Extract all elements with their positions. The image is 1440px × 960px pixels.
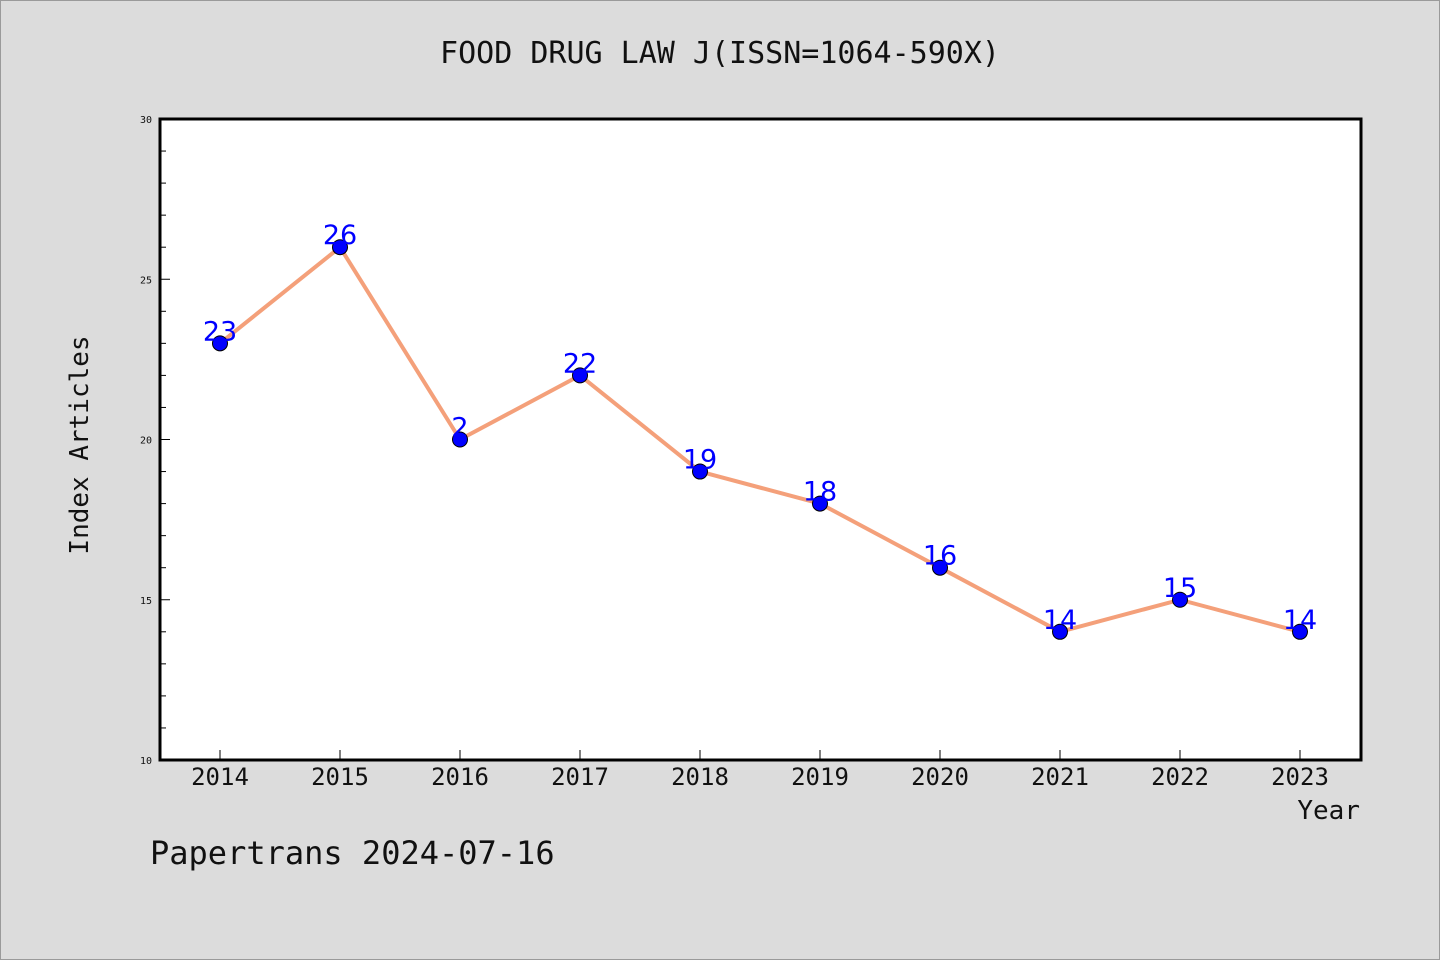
data-point-marker xyxy=(572,367,588,384)
data-point-label: 14 xyxy=(1043,605,1077,636)
x-axis-ticks: 2014 2015 2016 2017 2018 2019 2020 2021 2022 2023 xyxy=(191,750,1329,791)
x-tick-label: 2022 xyxy=(1151,763,1209,791)
x-tick-label: 2015 xyxy=(311,763,369,791)
y-tick-label: 10 xyxy=(140,756,152,767)
data-point-marker xyxy=(812,495,828,512)
x-tick-label: 2023 xyxy=(1271,763,1329,791)
data-point-label: 2 xyxy=(451,413,468,444)
x-tick-label: 2014 xyxy=(191,763,249,791)
data-point-label: 26 xyxy=(323,220,357,251)
data-point-marker xyxy=(332,239,348,256)
data-point-marker xyxy=(692,463,708,480)
data-point-marker xyxy=(1052,623,1068,640)
plot-area xyxy=(158,117,1363,762)
data-point-label: 15 xyxy=(1163,573,1197,604)
data-point-label: 22 xyxy=(563,348,597,379)
x-tick-label: 2018 xyxy=(671,763,729,791)
y-tick-label: 30 xyxy=(140,115,152,126)
data-point-marker xyxy=(932,559,948,576)
data-markers xyxy=(212,239,1308,640)
data-point-label: 16 xyxy=(923,541,957,572)
y-axis-ticks: 10 15 20 25 30 xyxy=(140,115,170,767)
x-tick-label: 2016 xyxy=(431,763,489,791)
x-tick-label: 2019 xyxy=(791,763,849,791)
y-tick-label: 25 xyxy=(140,275,152,286)
y-tick-label: 20 xyxy=(140,436,152,447)
footer-credit: Papertrans 2024-07-16 xyxy=(150,834,555,872)
data-point-marker xyxy=(1172,591,1188,608)
series-line xyxy=(218,245,1301,634)
data-point-marker xyxy=(1292,623,1308,640)
data-point-marker xyxy=(212,335,228,352)
data-point-label: 14 xyxy=(1283,605,1317,636)
x-axis-label: Year xyxy=(1297,796,1360,826)
data-point-label: 18 xyxy=(803,477,837,508)
x-tick-label: 2017 xyxy=(551,763,609,791)
y-tick-label: 15 xyxy=(140,596,152,607)
x-tick-label: 2020 xyxy=(911,763,969,791)
data-point-label: 19 xyxy=(683,445,717,476)
data-point-marker xyxy=(452,431,468,448)
chart-title: FOOD DRUG LAW J(ISSN=1064-590X) xyxy=(440,36,1000,71)
y-axis-label: Index Articles xyxy=(65,335,95,555)
x-tick-label: 2021 xyxy=(1031,763,1089,791)
data-point-label: 23 xyxy=(203,316,237,347)
